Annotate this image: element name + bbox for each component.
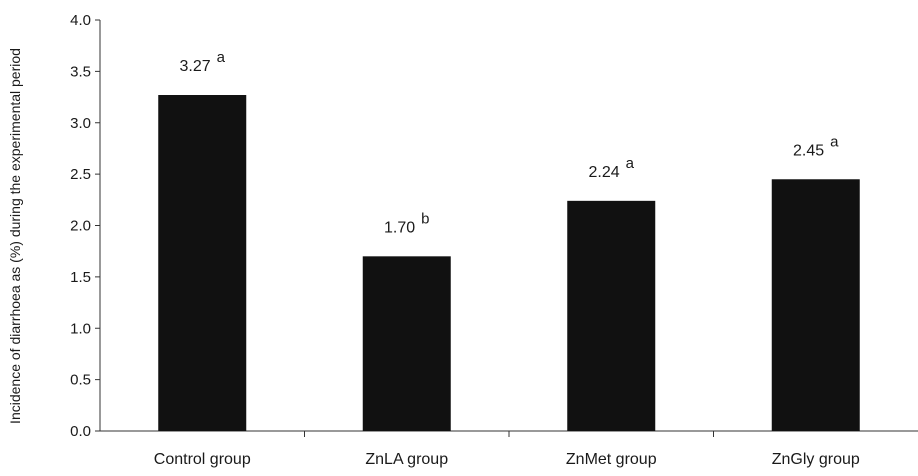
x-category-label: ZnMet group: [566, 451, 657, 468]
x-category-label: Control group: [154, 451, 251, 468]
x-category-label: ZnGly group: [772, 451, 860, 468]
y-tick-label: 4.0: [70, 12, 91, 29]
y-tick-label: 0.0: [70, 423, 91, 440]
y-tick-label: 2.5: [70, 166, 91, 183]
data-label: 2.45a: [793, 133, 839, 159]
y-tick-label: 3.0: [70, 115, 91, 132]
plot-area: 0.0 0.5 1.0 1.5 2.0 2.5 3.0 3.5 4.0 3.27a Control …: [70, 12, 918, 468]
y-axis-label: Incidence of diarrhoea as (%) during the…: [7, 48, 23, 424]
bar: [158, 95, 247, 431]
bar: [362, 256, 451, 431]
y-tick-label: 1.0: [70, 320, 91, 337]
y-tick-label: 1.5: [70, 269, 91, 286]
y-tick-label: 2.0: [70, 218, 91, 235]
y-tick-label: 0.5: [70, 372, 91, 389]
x-category-label: ZnLA group: [365, 451, 448, 468]
y-tick-label: 3.5: [70, 63, 91, 80]
data-label: 1.70b: [384, 210, 429, 236]
bar: [771, 179, 860, 431]
data-label: 3.27a: [180, 49, 226, 75]
data-label: 2.24a: [589, 155, 635, 181]
bar: [567, 200, 656, 431]
